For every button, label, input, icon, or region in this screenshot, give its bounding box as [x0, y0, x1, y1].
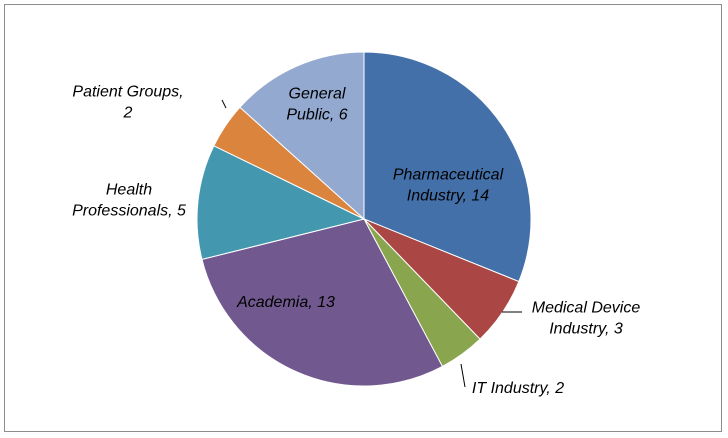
slice-labels: Pharmaceutical Industry, 14 Medical Device…: [72, 84, 640, 398]
leader-lines: [221, 99, 522, 388]
slice-label-health-professionals: Health Professionals, 5: [72, 182, 186, 220]
pie-slice-health-professionals: [196, 145, 366, 261]
pie-slices: [196, 51, 532, 387]
pie-slice-pharmaceutical-industry: [363, 51, 532, 283]
slice-label-patient-groups: Patient Groups, 2: [72, 84, 183, 122]
slice-label-pharmaceutical-industry: Pharmaceutical Industry, 14: [393, 167, 504, 205]
slice-label-general-public: General Public, 6: [286, 86, 347, 124]
leader-line-patient-groups: [221, 99, 227, 109]
pie-slice-academia: [201, 218, 444, 387]
leader-line-it-industry: [460, 363, 466, 388]
slice-label-it-industry: IT Industry, 2: [472, 380, 564, 397]
slice-label-medical-device-industry: Medical Device Industry, 3: [532, 300, 641, 338]
pie-slice-general-public: [239, 51, 365, 221]
slice-label-academia: Academia, 13: [236, 294, 335, 311]
